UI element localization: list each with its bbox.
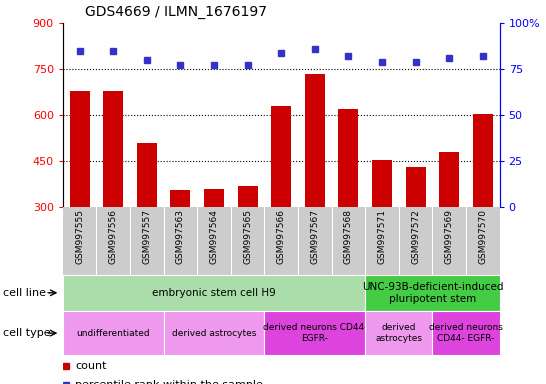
Text: GSM997572: GSM997572 — [411, 209, 420, 263]
Text: cell type: cell type — [3, 328, 51, 338]
Text: GSM997571: GSM997571 — [377, 209, 387, 264]
Text: GSM997567: GSM997567 — [310, 209, 319, 264]
Bar — [170, 190, 191, 300]
Text: GSM997564: GSM997564 — [210, 209, 218, 263]
Text: count: count — [75, 361, 106, 371]
Bar — [204, 189, 224, 300]
Text: GSM997565: GSM997565 — [243, 209, 252, 264]
Bar — [271, 106, 291, 300]
Text: GSM997563: GSM997563 — [176, 209, 185, 264]
Bar — [69, 91, 90, 300]
Text: GSM997568: GSM997568 — [344, 209, 353, 264]
Text: undifferentiated: undifferentiated — [76, 329, 150, 338]
Text: derived neurons CD44-
EGFR-: derived neurons CD44- EGFR- — [263, 323, 367, 343]
Bar — [339, 109, 359, 300]
Text: embryonic stem cell H9: embryonic stem cell H9 — [152, 288, 276, 298]
Bar — [238, 186, 258, 300]
Bar — [372, 160, 392, 300]
Text: GSM997556: GSM997556 — [109, 209, 118, 264]
Text: percentile rank within the sample: percentile rank within the sample — [75, 380, 263, 384]
Bar — [305, 74, 325, 300]
Bar — [439, 152, 459, 300]
Text: GSM997557: GSM997557 — [143, 209, 151, 264]
Bar — [103, 91, 123, 300]
Text: derived neurons
CD44- EGFR-: derived neurons CD44- EGFR- — [429, 323, 503, 343]
Text: cell line: cell line — [3, 288, 46, 298]
Text: GDS4669 / ILMN_1676197: GDS4669 / ILMN_1676197 — [85, 5, 266, 19]
Text: UNC-93B-deficient-induced
pluripotent stem: UNC-93B-deficient-induced pluripotent st… — [361, 282, 503, 304]
Text: derived astrocytes: derived astrocytes — [172, 329, 256, 338]
Text: derived
astrocytes: derived astrocytes — [375, 323, 422, 343]
Text: GSM997566: GSM997566 — [277, 209, 286, 264]
Bar — [473, 114, 493, 300]
Text: GSM997555: GSM997555 — [75, 209, 84, 264]
Text: GSM997570: GSM997570 — [478, 209, 487, 264]
Bar — [136, 143, 157, 300]
Bar — [406, 167, 426, 300]
Text: GSM997569: GSM997569 — [444, 209, 454, 264]
